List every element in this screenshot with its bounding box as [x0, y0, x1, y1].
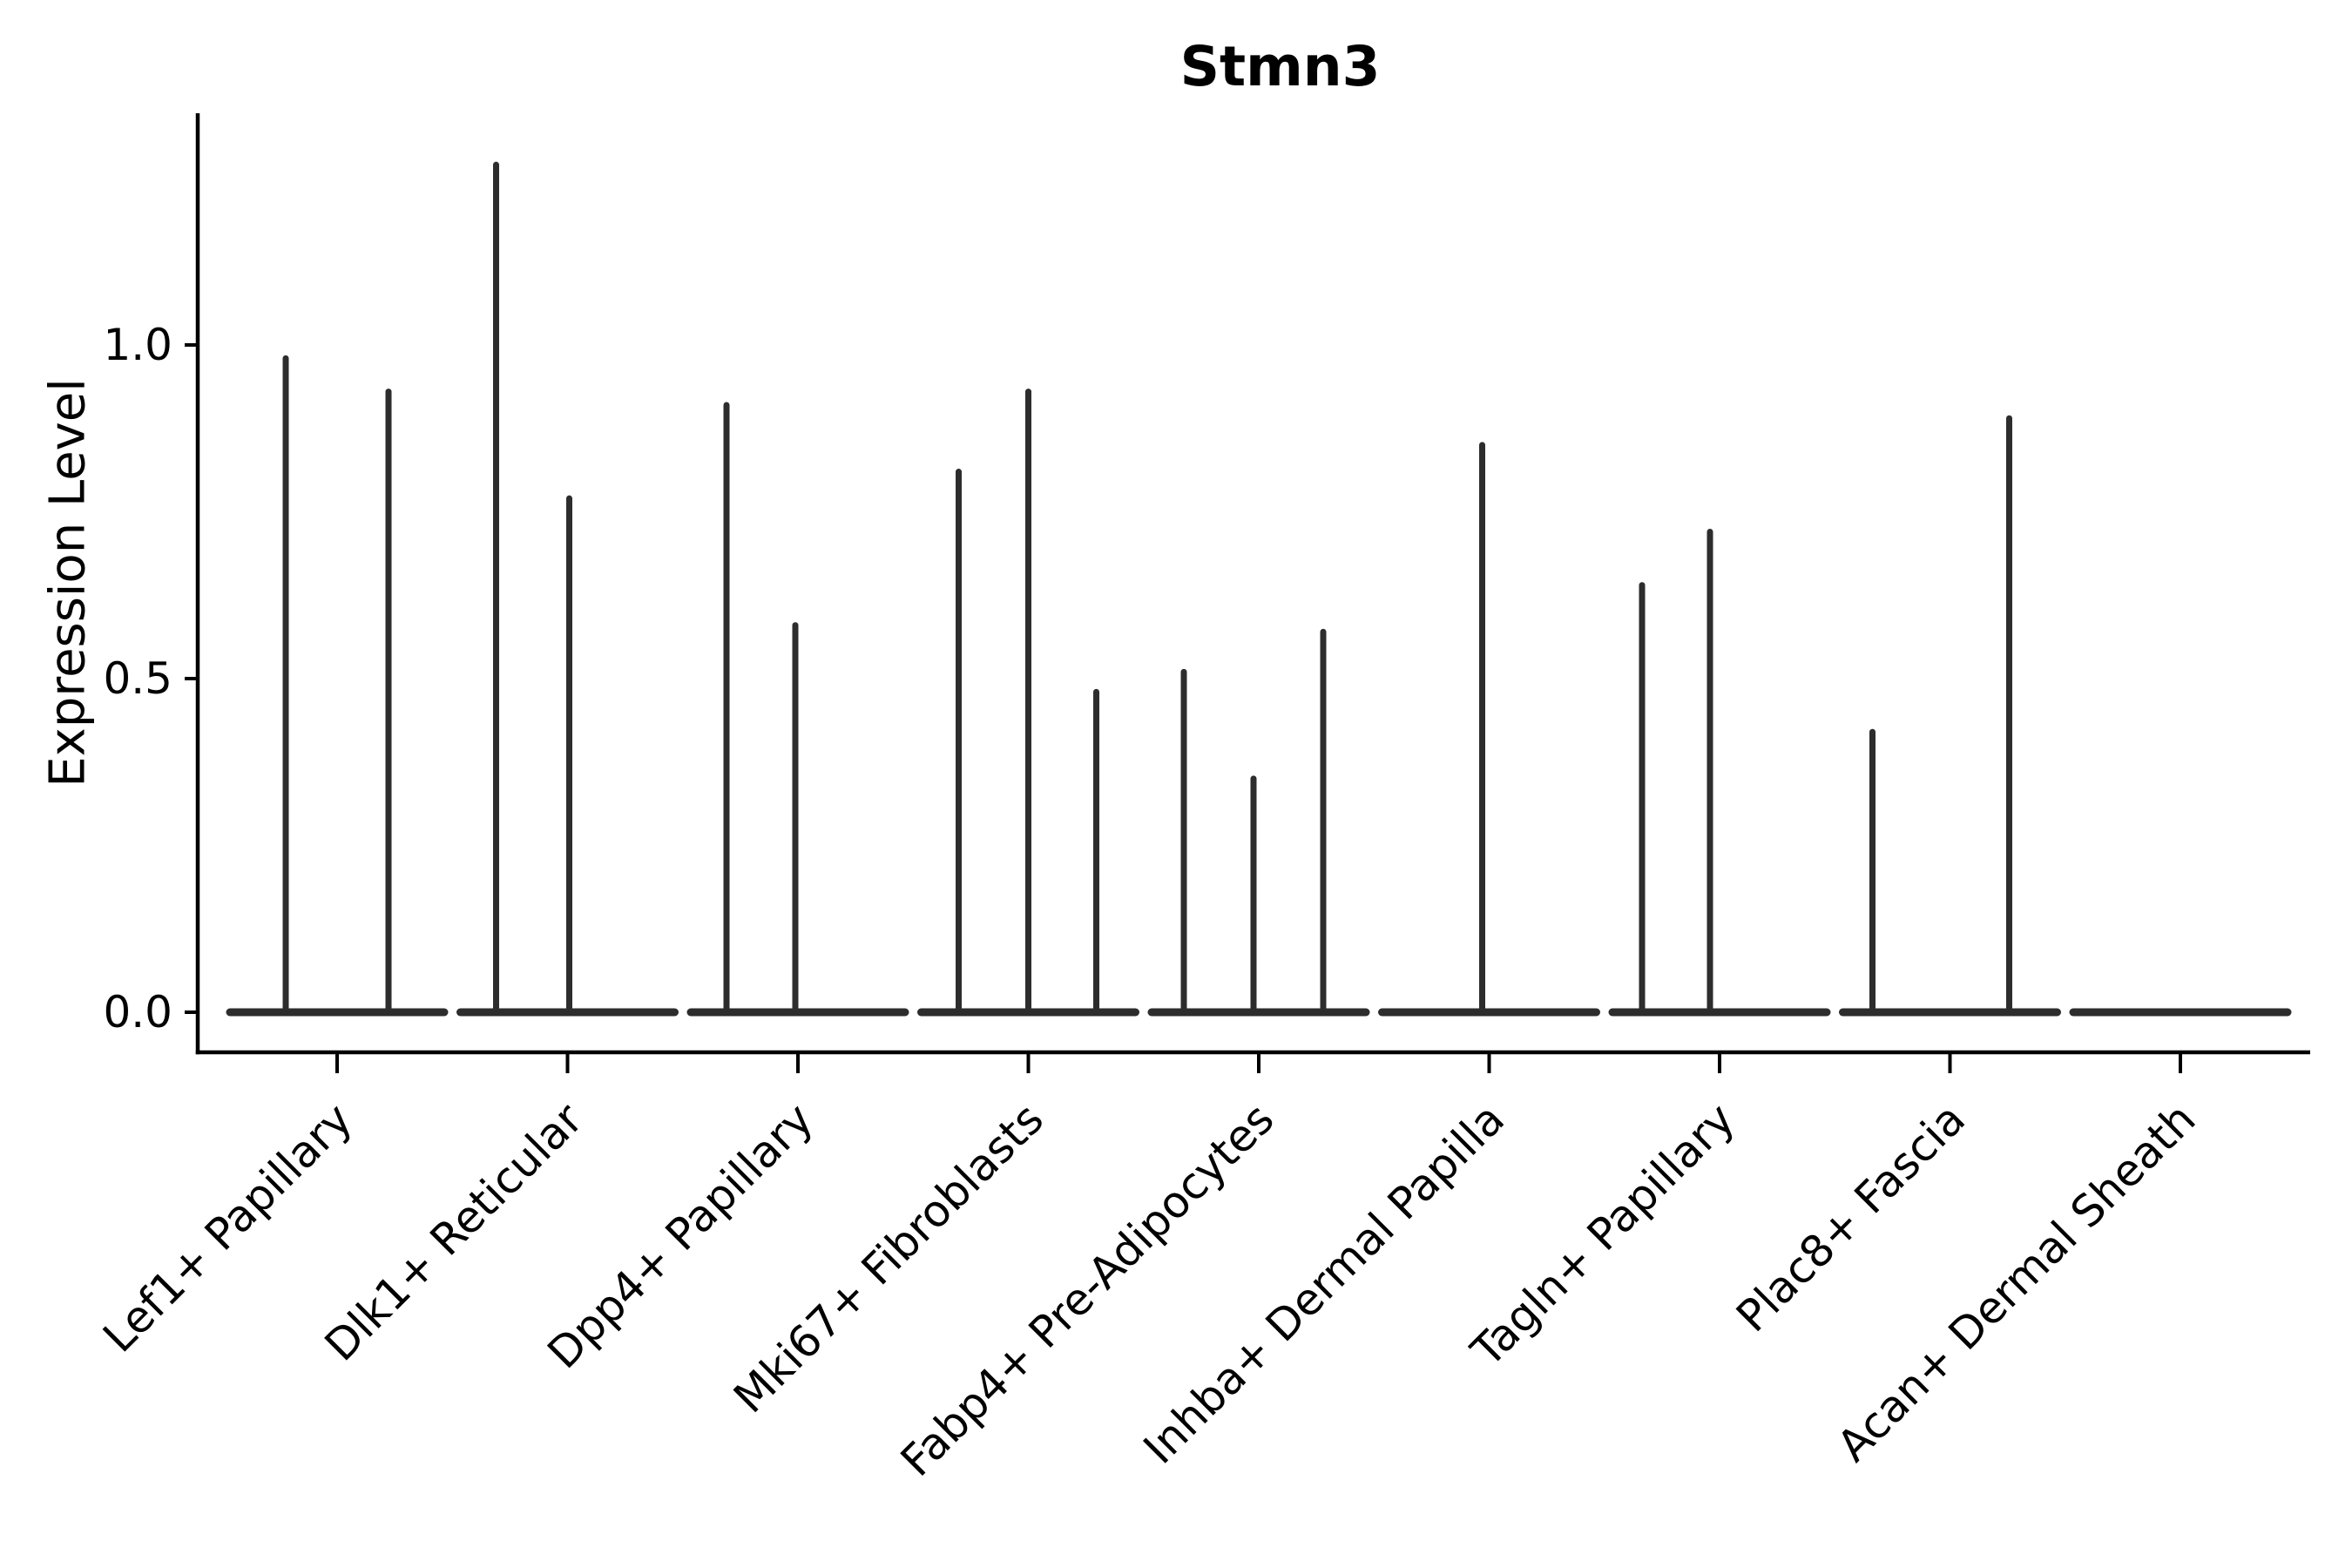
y-axis-label: Expression Level [40, 378, 97, 787]
violin-group [1839, 415, 2061, 1017]
violin-group [456, 161, 679, 1017]
x-tick-label: Lef1+ Papillary [93, 1093, 362, 1362]
y-tick-label: 0.5 [103, 653, 172, 704]
y-tick-label: 0.0 [103, 987, 172, 1037]
violin-group [1608, 528, 1831, 1017]
violin-group [686, 402, 909, 1017]
x-tick-label: Plac8+ Fascia [1727, 1093, 1975, 1342]
chart-title: Stmn3 [1180, 35, 1381, 98]
violin-group [226, 355, 449, 1017]
y-tick-label: 1.0 [103, 320, 172, 370]
violin-group [917, 389, 1139, 1017]
violin-group [1378, 442, 1600, 1017]
x-tick-label: Fabp4+ Pre-Adipocytes [891, 1093, 1284, 1486]
violin-group [1147, 628, 1370, 1017]
